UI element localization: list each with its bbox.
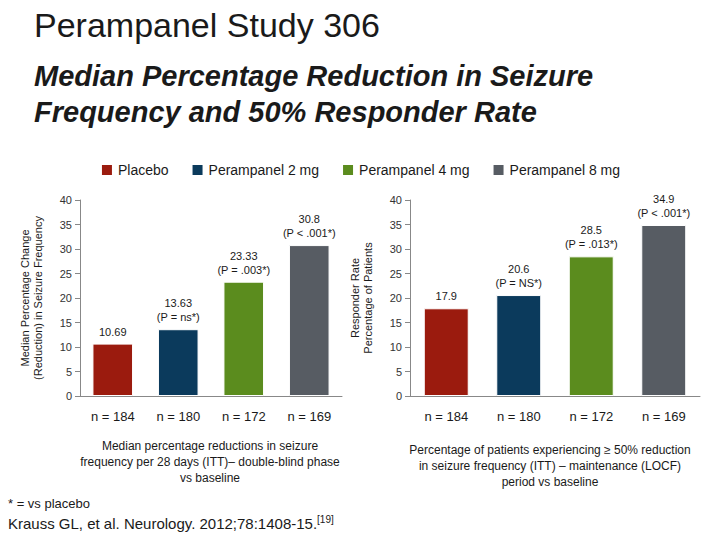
svg-text:35: 35 — [60, 219, 72, 231]
svg-text:Perampanel 4 mg: Perampanel 4 mg — [359, 162, 470, 178]
html-text:* = vs placebo: * = vs placebo — [8, 496, 90, 511]
svg-text:n = 180: n = 180 — [497, 409, 541, 424]
svg-text:40: 40 — [390, 194, 402, 206]
html-text:Perampanel Study 306: Perampanel Study 306 — [34, 6, 380, 44]
svg-text:5: 5 — [66, 366, 72, 378]
svg-text:0: 0 — [396, 390, 402, 402]
svg-text:Placebo: Placebo — [118, 162, 169, 178]
svg-text:28.5: 28.5 — [581, 224, 602, 236]
svg-text:10: 10 — [60, 341, 72, 353]
svg-text:Median Percentage Change: Median Percentage Change — [19, 230, 31, 367]
svg-text:(P = .013*): (P = .013*) — [565, 238, 618, 250]
svg-text:n = 172: n = 172 — [569, 409, 613, 424]
svg-text:30.8: 30.8 — [299, 213, 320, 225]
html-text:Median percentage reductions i: Median percentage reductions in seizure … — [80, 439, 340, 485]
html-text:Percentage of patients experie: Percentage of patients experiencing ≥ 50… — [409, 443, 691, 489]
svg-text:13.63: 13.63 — [164, 297, 192, 309]
svg-text:25: 25 — [390, 268, 402, 280]
svg-text:Percentage of Patients: Percentage of Patients — [362, 242, 374, 354]
html-text:Krauss GL, et al. Neurology. 2: Krauss GL, et al. Neurology. 2012;78:140… — [8, 514, 334, 532]
svg-text:Responder Rate: Responder Rate — [349, 258, 361, 338]
svg-text:(P = ns*): (P = ns*) — [157, 311, 200, 323]
svg-text:30: 30 — [390, 243, 402, 255]
svg-text:15: 15 — [60, 317, 72, 329]
svg-text:n = 169: n = 169 — [287, 409, 331, 424]
svg-text:23.33: 23.33 — [230, 250, 258, 262]
svg-text:n = 172: n = 172 — [222, 409, 266, 424]
svg-text:40: 40 — [60, 194, 72, 206]
svg-text:10.69: 10.69 — [99, 326, 127, 338]
html-text:Median Percentage Reduction in: Median Percentage Reduction in Seizure F… — [34, 60, 594, 128]
svg-text:5: 5 — [396, 366, 402, 378]
svg-text:30: 30 — [60, 243, 72, 255]
svg-text:20: 20 — [390, 292, 402, 304]
svg-text:34.9: 34.9 — [653, 193, 674, 205]
svg-text:35: 35 — [390, 219, 402, 231]
svg-text:0: 0 — [66, 390, 72, 402]
svg-text:Perampanel 2 mg: Perampanel 2 mg — [209, 162, 320, 178]
svg-text:20: 20 — [60, 292, 72, 304]
svg-text:n = 184: n = 184 — [424, 409, 468, 424]
svg-text:(P = .003*): (P = .003*) — [217, 264, 270, 276]
svg-text:n = 180: n = 180 — [156, 409, 200, 424]
svg-text:n = 184: n = 184 — [91, 409, 135, 424]
svg-text:n = 169: n = 169 — [642, 409, 686, 424]
svg-text:Perampanel 8 mg: Perampanel 8 mg — [510, 162, 621, 178]
svg-text:(P = NS*): (P = NS*) — [495, 277, 542, 289]
svg-text:20.6: 20.6 — [508, 263, 529, 275]
svg-text:17.9: 17.9 — [436, 290, 457, 302]
svg-text:(P < .001*): (P < .001*) — [283, 227, 336, 239]
svg-text:(Reduction) in Seizure Frequen: (Reduction) in Seizure Frequency — [32, 216, 44, 380]
svg-text:15: 15 — [390, 317, 402, 329]
svg-text:25: 25 — [60, 268, 72, 280]
svg-text:10: 10 — [390, 341, 402, 353]
svg-text:(P < .001*): (P < .001*) — [637, 207, 690, 219]
